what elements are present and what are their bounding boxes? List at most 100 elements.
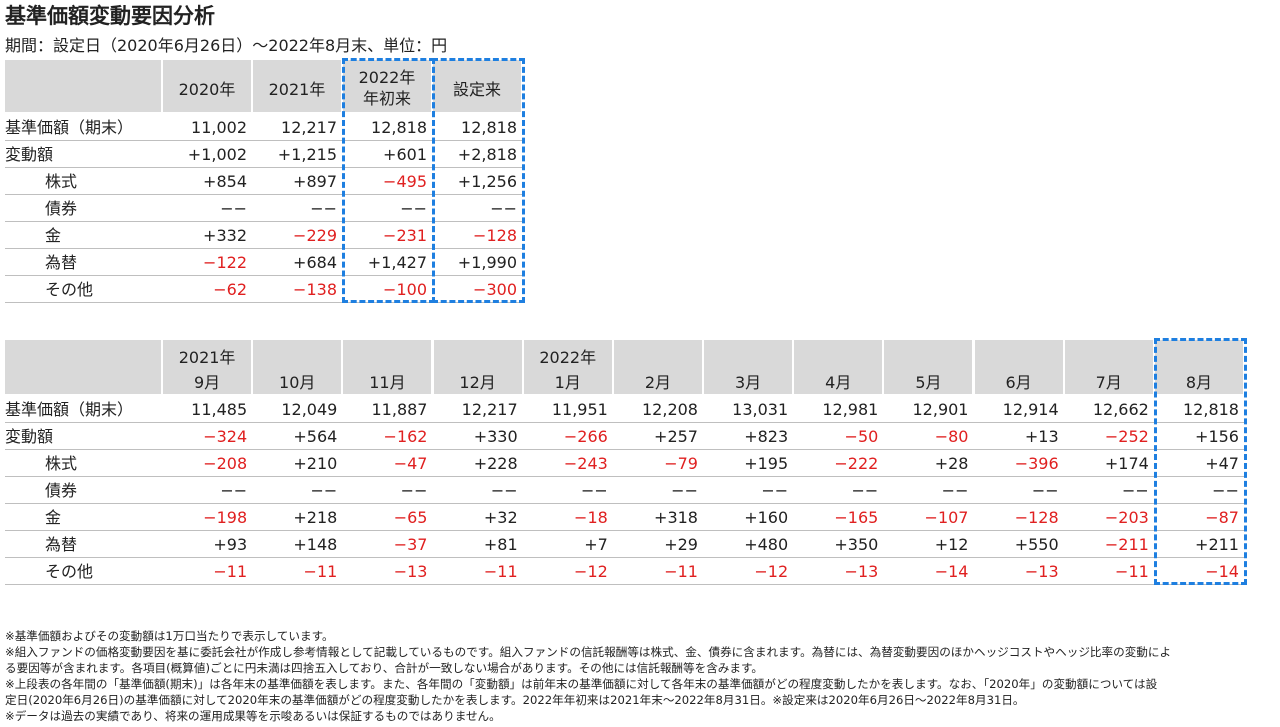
value: −11 <box>664 562 698 581</box>
value: +32 <box>483 508 518 527</box>
value: +93 <box>213 535 248 554</box>
highlight-box <box>1153 338 1247 585</box>
row-line <box>5 557 1245 558</box>
note: ※組入ファンドの価格変動要因を基に委託会社が作成し参考情報として記載しているもの… <box>5 645 1172 659</box>
value: −13 <box>1024 562 1059 581</box>
header-cell: 8月 <box>1154 340 1245 394</box>
header-cell: 7月 <box>1064 340 1155 394</box>
header-label: 3月 <box>734 373 762 392</box>
value: −14 <box>1205 562 1239 581</box>
value: 11,485 <box>191 400 248 419</box>
value: −65 <box>393 508 428 527</box>
header-label: 7月 <box>1095 373 1122 392</box>
value: −− <box>310 481 338 500</box>
header-label: 9月 <box>193 373 221 392</box>
value: 12,981 <box>822 400 879 419</box>
header-cell: 3月 <box>704 340 795 394</box>
value: −138 <box>293 280 337 299</box>
row-line <box>5 449 1245 450</box>
value: −− <box>671 481 698 500</box>
subtitle: 期間：設定日（2020年6月26日）～2022年8月末、単位：円 <box>5 36 448 55</box>
header-label: 12月 <box>459 373 496 392</box>
value: −203 <box>1104 508 1149 527</box>
value: +228 <box>473 454 518 473</box>
row-line <box>5 503 1245 504</box>
header-cell: 10月 <box>253 340 344 394</box>
header-cell <box>5 60 163 112</box>
value: +550 <box>1014 535 1059 554</box>
value: +332 <box>203 226 247 245</box>
value: −13 <box>393 562 428 581</box>
value: 12,049 <box>281 400 338 419</box>
value: +210 <box>293 454 338 473</box>
row-line <box>5 476 1245 477</box>
header-cell: 2021年 <box>253 60 343 112</box>
row-line <box>5 422 1245 423</box>
title: 基準価額変動要因分析 <box>5 4 215 28</box>
row-label: 変動額 <box>5 427 54 446</box>
value: +7 <box>584 535 608 554</box>
value: −162 <box>383 427 428 446</box>
value: −231 <box>383 226 427 245</box>
value: −12 <box>574 562 608 581</box>
value: −495 <box>383 172 427 191</box>
highlight-box <box>342 58 435 303</box>
value: −79 <box>664 454 698 473</box>
value: 12,818 <box>371 118 427 137</box>
row-line <box>5 167 523 168</box>
value: +564 <box>293 427 338 446</box>
value: −396 <box>1014 454 1059 473</box>
value: −165 <box>834 508 879 527</box>
value: +12 <box>934 535 969 554</box>
header-cell <box>5 340 163 394</box>
header-cell: 6月 <box>974 340 1065 394</box>
value: 12,818 <box>461 118 517 137</box>
value: +195 <box>744 454 789 473</box>
note: ※上段表の各年間の「基準価額(期末)」は各年末の基準価額を表します。また、各年間… <box>5 677 1158 691</box>
value: −47 <box>393 454 428 473</box>
value: −− <box>490 481 518 500</box>
header-cell: 11月 <box>343 340 434 394</box>
header-label: 2021年 <box>268 80 326 99</box>
value: −107 <box>924 508 969 527</box>
value: 11,951 <box>551 400 608 419</box>
value: −324 <box>203 427 248 446</box>
value: −11 <box>213 562 248 581</box>
header-label: 2月 <box>644 373 671 392</box>
value: −11 <box>303 562 338 581</box>
header-label: 8月 <box>1185 373 1212 392</box>
value: +2,818 <box>457 145 517 164</box>
row-label: 債券 <box>45 481 78 500</box>
value: +330 <box>473 427 518 446</box>
value: +684 <box>293 253 337 272</box>
header-label: 2021年 <box>178 348 236 367</box>
value: −100 <box>383 280 427 299</box>
value: 12,914 <box>1002 400 1059 419</box>
header-cell: 4月 <box>794 340 885 394</box>
value: −122 <box>203 253 247 272</box>
value: 12,901 <box>912 400 969 419</box>
row-label: 金 <box>45 226 62 245</box>
row-line <box>5 302 523 303</box>
header-label: 5月 <box>915 373 942 392</box>
row-line <box>5 275 523 276</box>
row-line <box>5 140 523 141</box>
value: 12,217 <box>281 118 337 137</box>
value: −18 <box>574 508 608 527</box>
value: −266 <box>563 427 608 446</box>
value: +1,427 <box>367 253 427 272</box>
value: −− <box>1212 481 1239 500</box>
value: +160 <box>744 508 789 527</box>
row-label: 為替 <box>45 253 78 272</box>
header-label: 4月 <box>825 373 852 392</box>
value: 12,217 <box>461 400 518 419</box>
value: −− <box>581 481 608 500</box>
header-label: 2020年 <box>178 80 236 99</box>
row-label: 基準価額（期末） <box>5 400 134 419</box>
header-cell: 2022年 年初来 <box>343 60 433 112</box>
value: +257 <box>654 427 698 446</box>
value: −208 <box>203 454 248 473</box>
value: −− <box>851 481 879 500</box>
value: −− <box>941 481 969 500</box>
value: −252 <box>1104 427 1149 446</box>
